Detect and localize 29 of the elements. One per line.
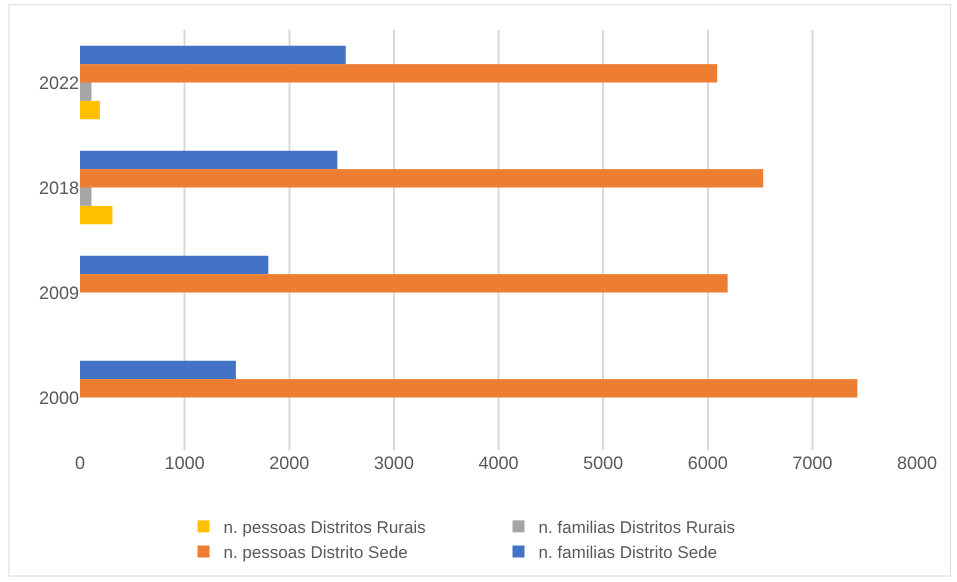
x-tick-label: 3000 xyxy=(374,453,414,473)
bar xyxy=(80,169,764,188)
bar xyxy=(80,188,92,206)
x-tick-label: 2000 xyxy=(269,453,310,473)
x-tick-label: 4000 xyxy=(478,453,519,473)
bar xyxy=(80,46,346,64)
bar xyxy=(80,274,728,292)
legend-label: n. pessoas Distritos Rurais xyxy=(224,518,426,537)
x-tick-label: 5000 xyxy=(583,453,624,473)
bar xyxy=(80,150,338,170)
bar xyxy=(80,100,100,120)
legend-label: n. pessoas Distrito Sede xyxy=(224,543,408,562)
y-tick-label: 2000 xyxy=(38,388,79,408)
y-tick-label: 2022 xyxy=(38,72,79,93)
x-tick-label: 0 xyxy=(74,453,86,473)
bar xyxy=(80,360,236,380)
legend-label: n. familias Distritos Rurais xyxy=(538,518,735,537)
bar xyxy=(80,256,268,274)
bar xyxy=(80,379,858,398)
bar xyxy=(80,82,92,101)
x-tick-label: 6000 xyxy=(688,453,728,473)
bar xyxy=(80,206,112,224)
x-tick-label: 8000 xyxy=(896,453,938,473)
x-tick-label: 7000 xyxy=(792,453,832,473)
x-tick-label: 1000 xyxy=(164,453,205,473)
y-tick-label: 2018 xyxy=(38,178,79,198)
y-tick-label: 2009 xyxy=(38,282,79,303)
legend-label: n. familias Distrito Sede xyxy=(538,543,718,562)
bar xyxy=(80,64,718,82)
